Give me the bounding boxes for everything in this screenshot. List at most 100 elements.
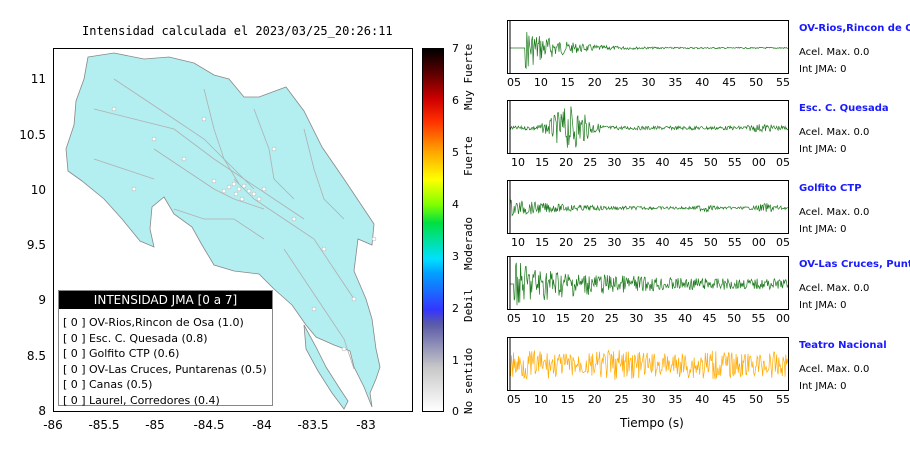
scale-tick: 4	[452, 198, 459, 211]
waveform-svg	[509, 101, 788, 153]
map-x-tick: -83.5	[297, 418, 329, 432]
waveform-x-tick: 50	[749, 393, 764, 406]
waveform-x-tick: 15	[560, 76, 575, 89]
legend-badge: [ 0 ]	[63, 393, 86, 407]
waveform-trace	[510, 31, 788, 70]
legend-badge: [ 0 ]	[63, 331, 86, 345]
waveform-x-tick: 55	[776, 76, 790, 89]
waveform-x-tick: 15	[535, 236, 550, 249]
station-name: OV-Las Cruces, Puntarenas	[799, 259, 910, 270]
waveform-x-tick: 20	[587, 76, 602, 89]
waveform-x-tick: 50	[727, 312, 742, 325]
legend-item: [ 0 ] Canas (0.5)	[63, 377, 272, 393]
waveform-x-tick: 05	[507, 312, 521, 325]
waveform-x-tick: 30	[607, 236, 622, 249]
waveform-x-tick: 25	[614, 76, 629, 89]
waveform-x-tick: 45	[722, 76, 737, 89]
waveform-x-tick: 35	[631, 236, 646, 249]
waveform-svg	[509, 338, 788, 390]
waveform-trace	[509, 199, 788, 217]
scale-tick: 0	[452, 405, 459, 418]
intensity-color-scale	[422, 48, 444, 412]
waveform-trace	[509, 349, 788, 380]
station-acel-max: Acel. Max. 0.0	[799, 47, 870, 58]
waveform-trace	[510, 262, 788, 306]
map-y-tick: 9.5	[26, 238, 46, 252]
scale-tick: 3	[452, 250, 459, 263]
waveform-x-tick: 40	[655, 156, 670, 169]
map-x-tick: -83	[356, 418, 376, 432]
map-x-tick: -86	[43, 418, 63, 432]
waveform-x-tick: 15	[560, 393, 575, 406]
legend-item: [ 0 ] Golfito CTP (0.6)	[63, 346, 272, 362]
waveform-x-tick: 10	[511, 236, 525, 249]
waveform-svg	[509, 21, 788, 73]
costa-rica-land	[65, 52, 381, 408]
intensity-legend: INTENSIDAD JMA [0 a 7] [ 0 ] OV-Rios,Rinc…	[58, 290, 273, 409]
legend-label: Golfito CTP (0.6)	[89, 347, 180, 360]
waveform-x-tick: 55	[727, 156, 742, 169]
scale-word: Muy Fuerte	[462, 43, 475, 110]
waveform-x-tick: 20	[559, 156, 574, 169]
legend-item: [ 0 ] OV-Rios,Rincon de Osa (1.0)	[63, 315, 272, 331]
station-int-jma: Int JMA: 0	[799, 64, 847, 75]
scale-tick: 6	[452, 94, 459, 107]
legend-item: [ 0 ] Laurel, Corredores (0.4)	[63, 393, 272, 409]
waveform-x-tick: 25	[614, 393, 629, 406]
waveform-x-tick: 35	[668, 393, 683, 406]
map-y-tick: 9	[38, 293, 46, 307]
waveform-x-tick: 20	[587, 393, 602, 406]
scale-word: No sentido	[462, 347, 475, 414]
map-x-tick: -85.5	[88, 418, 120, 432]
legend-label: Canas (0.5)	[89, 378, 153, 391]
waveform-panel	[507, 256, 789, 310]
waveform-x-tick: 15	[555, 312, 570, 325]
waveform-x-tick: 20	[559, 236, 574, 249]
waveform-x-tick: 00	[776, 312, 790, 325]
legend-label: OV-Rios,Rincon de Osa (1.0)	[89, 316, 244, 329]
waveform-x-label: Tiempo (s)	[620, 416, 684, 430]
waveform-x-tick: 40	[695, 76, 710, 89]
station-int-jma: Int JMA: 0	[799, 144, 847, 155]
station-int-jma: Int JMA: 0	[799, 381, 847, 392]
waveform-x-tick: 00	[751, 156, 766, 169]
waveform-x-tick: 10	[533, 393, 548, 406]
waveform-x-tick: 10	[533, 76, 548, 89]
waveform-panel	[507, 180, 789, 234]
legend-item: [ 0 ] OV-Las Cruces, Puntarenas (0.5)	[63, 362, 272, 378]
map-x-tick: -84.5	[193, 418, 225, 432]
waveform-x-tick: 25	[583, 156, 598, 169]
road-network	[93, 78, 355, 370]
station-int-jma: Int JMA: 0	[799, 224, 847, 235]
scale-tick: 2	[452, 302, 459, 315]
scale-tick: 1	[452, 354, 459, 367]
waveform-x-tick: 05	[507, 393, 521, 406]
station-acel-max: Acel. Max. 0.0	[799, 364, 870, 375]
waveform-x-tick: 20	[580, 312, 595, 325]
map-y-tick: 8.5	[26, 349, 46, 363]
map-title: Intensidad calculada el 2023/03/25_20:26…	[82, 24, 393, 38]
waveform-x-tick: 25	[604, 312, 619, 325]
waveform-x-tick: 45	[722, 393, 737, 406]
waveform-x-tick: 00	[751, 236, 766, 249]
waveform-x-tick: 10	[531, 312, 546, 325]
legend-badge: [ 0 ]	[63, 316, 86, 329]
waveform-x-tick: 55	[751, 312, 766, 325]
waveform-x-tick: 15	[535, 156, 550, 169]
waveform-x-tick: 45	[702, 312, 717, 325]
map-y-tick: 10	[30, 183, 46, 197]
waveform-x-tick: 30	[641, 393, 656, 406]
scale-tick: 7	[452, 42, 459, 55]
legend-label: OV-Las Cruces, Puntarenas (0.5)	[89, 362, 267, 376]
station-name: Golfito CTP	[799, 183, 862, 194]
waveform-panel	[507, 20, 789, 74]
legend-title: INTENSIDAD JMA [0 a 7]	[59, 291, 272, 309]
waveform-x-tick: 35	[631, 156, 646, 169]
waveform-panel	[507, 100, 789, 154]
waveform-x-tick: 10	[511, 156, 525, 169]
waveform-x-tick: 30	[641, 76, 656, 89]
waveform-x-tick: 30	[607, 156, 622, 169]
map-x-tick: -85	[145, 418, 165, 432]
waveform-x-tick: 55	[727, 236, 742, 249]
map-y-tick: 10.5	[19, 128, 46, 142]
